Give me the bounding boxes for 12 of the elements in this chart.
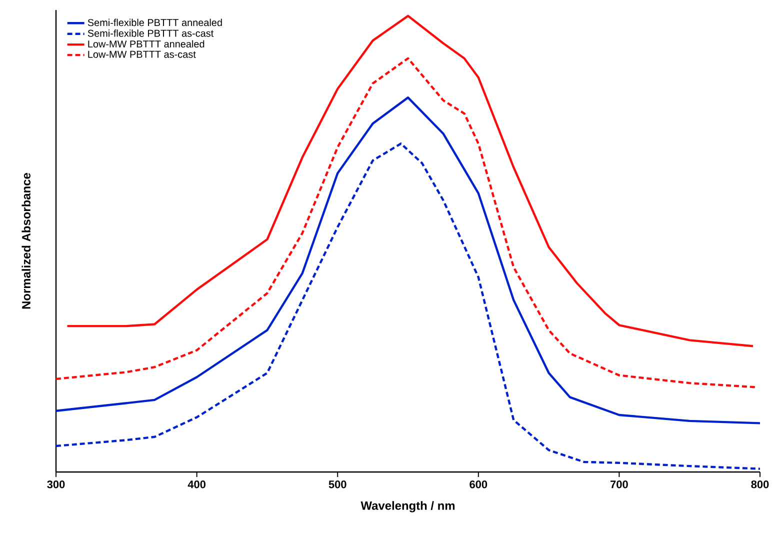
x-axis-title: Wavelength / nm [360,501,455,512]
x-tick-label: 500 [328,480,346,488]
x-tick-label: 300 [47,480,65,488]
y-axis-title: Normalized Absorbance [22,173,30,309]
legend-label: Semi-flexible PBTTT as-cast [88,30,214,37]
x-tick-label: 800 [751,480,769,488]
x-tick-label: 400 [188,480,206,488]
x-tick-label: 700 [610,480,628,488]
legend-label: Low-MW PBTTT as-cast [88,50,196,58]
legend-label: Semi-flexible PBTTT annealed [88,18,222,26]
legend-label: Low-MW PBTTT annealed [88,40,204,48]
x-tick-label: 600 [470,480,488,488]
